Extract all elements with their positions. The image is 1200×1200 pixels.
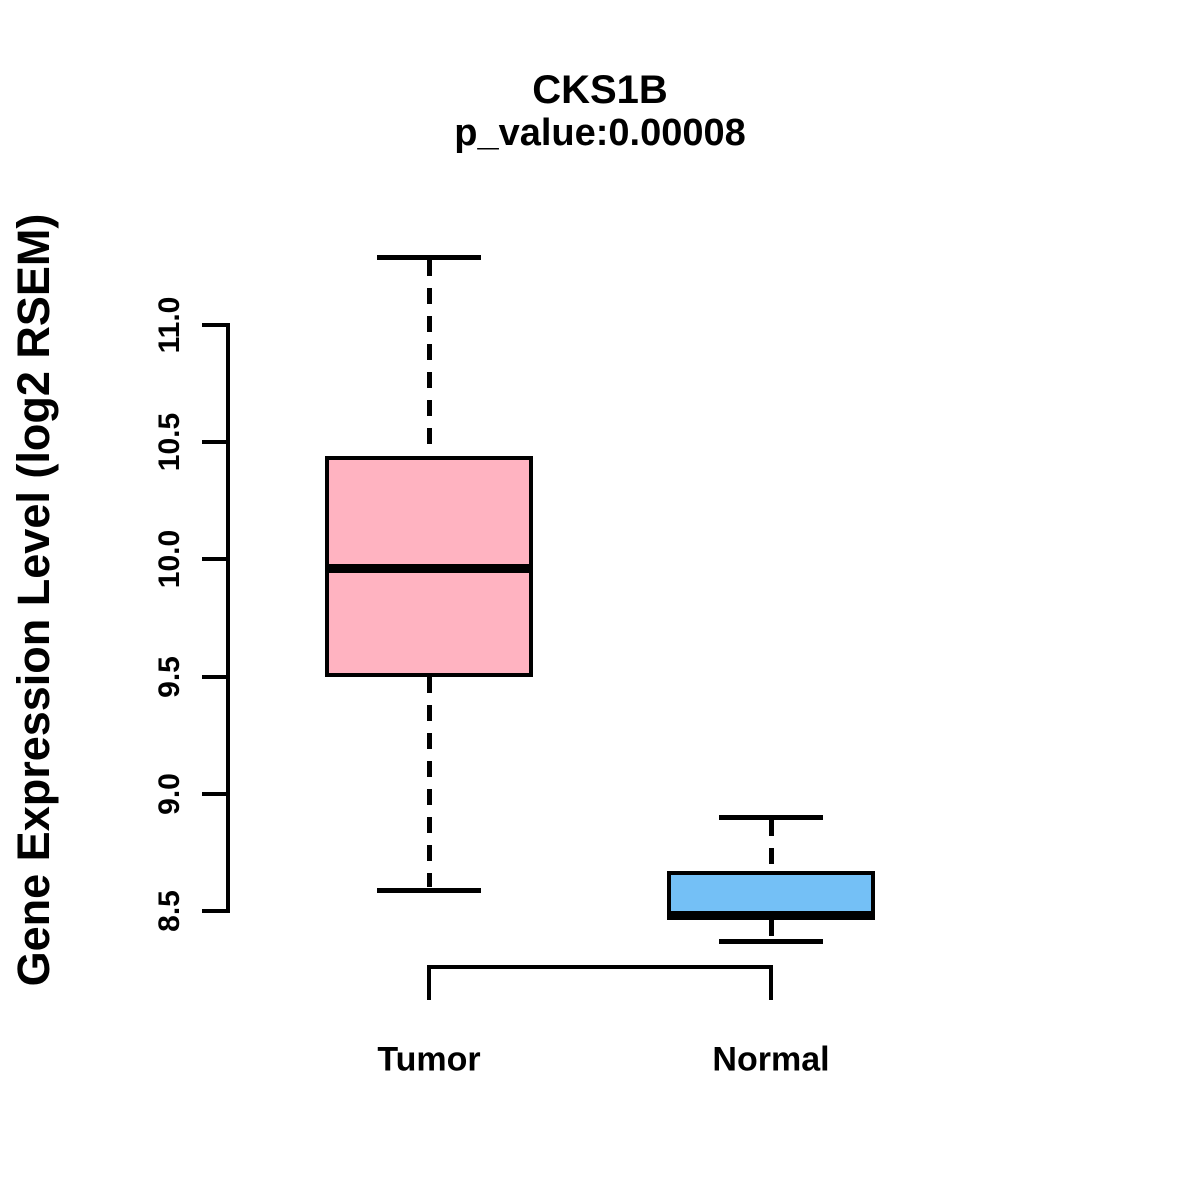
y-axis-tick [202, 440, 230, 445]
median-line-normal [667, 911, 875, 921]
whisker-cap-lower-normal [719, 939, 823, 945]
y-axis-tick-label: 10.0 [153, 530, 186, 589]
y-axis-tick [202, 791, 230, 796]
x-axis-label-normal: Normal [712, 1040, 830, 1079]
whisker-cap-lower-tumor [377, 887, 481, 893]
y-axis-tick [202, 323, 230, 327]
y-axis-tick [202, 557, 230, 562]
median-line-tumor [325, 564, 533, 574]
y-axis-tick-label: 9.0 [153, 772, 186, 815]
chart-subtitle-pvalue: p_value:0.00008 [454, 112, 746, 154]
y-axis-line [226, 323, 230, 913]
whisker-lower-normal [769, 920, 774, 939]
y-axis-tick-label: 10.5 [153, 412, 186, 472]
whisker-upper-normal [769, 820, 774, 872]
x-axis-label-tumor: Tumor [377, 1040, 481, 1079]
y-axis-tick-label: 8.5 [153, 890, 186, 932]
whisker-cap-upper-normal [719, 815, 823, 821]
whisker-lower-tumor [427, 676, 432, 887]
y-axis-tick-label: 9.5 [153, 655, 186, 698]
whisker-upper-tumor [427, 260, 432, 457]
y-axis-tick-label: 11.0 [153, 296, 186, 354]
whisker-cap-upper-tumor [377, 255, 481, 261]
y-axis-tick [202, 909, 230, 913]
comparison-bracket-horizontal [427, 965, 773, 969]
comparison-bracket-left-drop [427, 965, 431, 1000]
y-axis-tick [202, 674, 230, 679]
comparison-bracket-right-drop [769, 965, 773, 1000]
chart-title: CKS1B [532, 68, 668, 112]
